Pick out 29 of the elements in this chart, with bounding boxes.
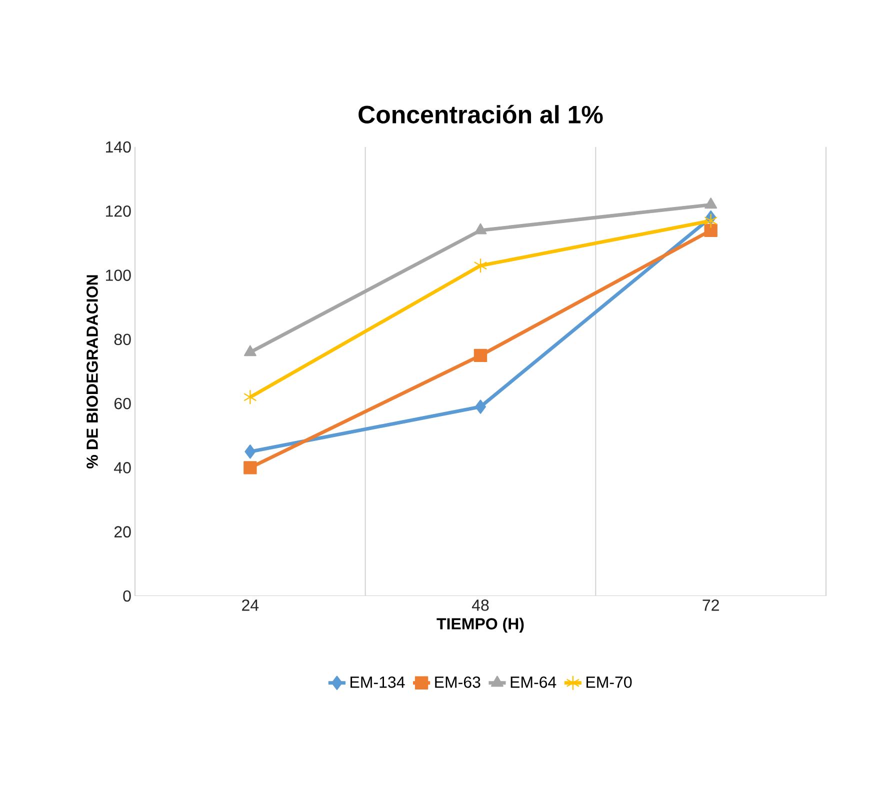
point [704, 224, 718, 237]
x-tick-label: 72 [702, 600, 719, 611]
point [244, 444, 256, 459]
y-tick-label: 80 [114, 334, 131, 346]
y-axis-title: % DE BIODEGRADACION [86, 275, 98, 468]
y-tick-label: 0 [123, 590, 131, 602]
point [474, 348, 488, 362]
point [475, 400, 486, 414]
legend-label: EM-134 [350, 676, 405, 688]
x-axis-title: TIEMPO (H) [436, 618, 524, 633]
legend-label: EM-70 [586, 676, 632, 688]
point [474, 223, 487, 234]
point [704, 213, 718, 228]
chart-title: Concentración al 1% [358, 104, 603, 124]
y-tick-label: 120 [106, 205, 131, 217]
legend-label: EM-64 [510, 676, 556, 688]
point [244, 461, 257, 474]
point [244, 390, 257, 405]
legend-label: EM-63 [435, 676, 480, 688]
point [474, 258, 488, 274]
y-tick-label: 60 [114, 398, 131, 410]
point [704, 198, 718, 209]
y-tick-label: 100 [106, 270, 131, 281]
x-tick-label: 24 [242, 600, 259, 611]
point [244, 345, 256, 356]
x-tick-label: 48 [472, 600, 489, 611]
y-tick-label: 140 [106, 141, 131, 153]
y-tick-label: 40 [114, 462, 131, 474]
y-tick-label: 20 [114, 526, 131, 538]
